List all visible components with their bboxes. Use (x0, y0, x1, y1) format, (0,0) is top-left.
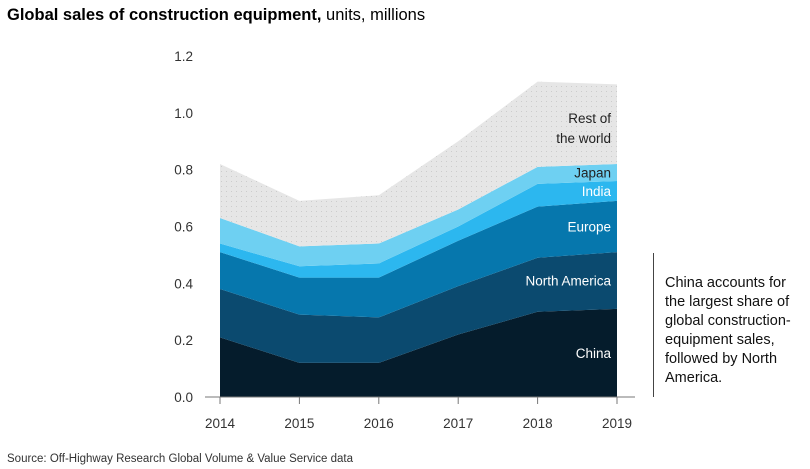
y-tick-label: 0.6 (174, 220, 193, 235)
y-tick-label: 0.2 (174, 333, 193, 348)
area-japan (220, 163, 617, 267)
chart-title-bold: Global sales of construction equipment, (7, 6, 322, 24)
y-tick-label: 1.2 (174, 49, 193, 64)
series-label-rest-of-world: Rest of (568, 111, 611, 126)
area-north-america (220, 252, 617, 363)
x-tick-label: 2014 (205, 416, 236, 431)
series-label-europe: Europe (567, 220, 611, 235)
chart-title: Global sales of construction equipment, … (7, 6, 425, 25)
series-label-japan: Japan (574, 166, 611, 181)
x-tick-label: 2019 (602, 416, 632, 431)
series-label-china: China (576, 346, 612, 361)
source-note: Source: Off-Highway Research Global Volu… (7, 453, 354, 465)
x-tick-label: 2015 (284, 416, 314, 431)
y-tick-label: 0.0 (174, 390, 193, 405)
x-tick-label: 2017 (443, 416, 473, 431)
chart-title-units: units, millions (321, 6, 426, 24)
chart-note: China accounts for the largest share of … (665, 275, 791, 386)
note-divider (653, 253, 654, 397)
area-china (220, 308, 617, 397)
y-tick-label: 1.0 (174, 106, 193, 121)
y-tick-label: 0.8 (174, 163, 193, 178)
series-label-india: India (582, 184, 612, 199)
area-india (220, 181, 617, 278)
y-tick-label: 0.4 (174, 276, 193, 291)
area-europe (220, 200, 617, 318)
series-label-north-america: North America (525, 273, 611, 288)
x-tick-label: 2018 (523, 416, 553, 431)
series-label-rest-of-world: the world (556, 131, 611, 146)
area-rest-of-the-world (220, 81, 617, 247)
x-tick-label: 2016 (364, 416, 394, 431)
